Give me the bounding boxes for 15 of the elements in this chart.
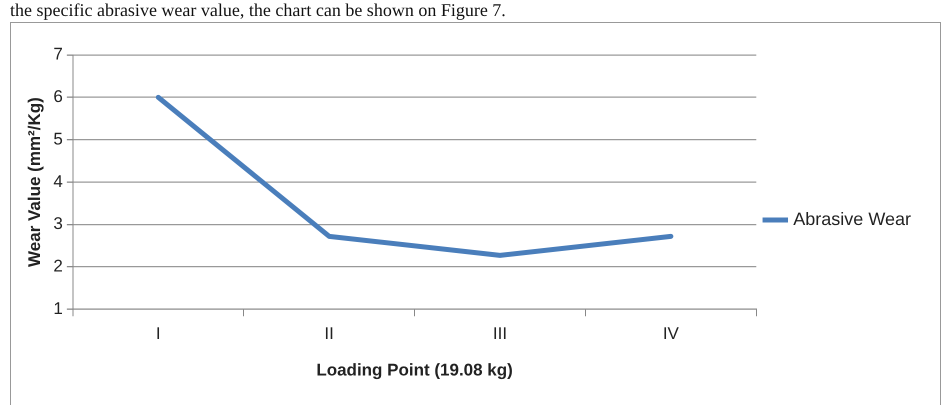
x-tick-label: I (156, 324, 161, 344)
y-tick-label: 3 (53, 214, 63, 234)
text: the specific abrasive wear value, the chart can be shown on Figure 7. (10, 0, 506, 20)
x-tick-label: III (492, 324, 508, 344)
x-tick-label: IV (662, 324, 680, 344)
y-axis-title: Wear Value (mm²/Kg) (24, 97, 44, 267)
y-tick-label: 2 (53, 256, 63, 276)
y-tick-label: 5 (53, 129, 63, 148)
x-axis-title: Loading Point (19.08 kg) (316, 360, 513, 380)
y-tick-label: 4 (53, 172, 63, 191)
y-tick-label: 1 (53, 298, 63, 318)
x-tick-label: II (324, 324, 334, 344)
y-tick-label: 6 (53, 87, 63, 106)
y-tick-label: 7 (53, 44, 63, 64)
legend-label: Abrasive Wear (793, 208, 912, 229)
